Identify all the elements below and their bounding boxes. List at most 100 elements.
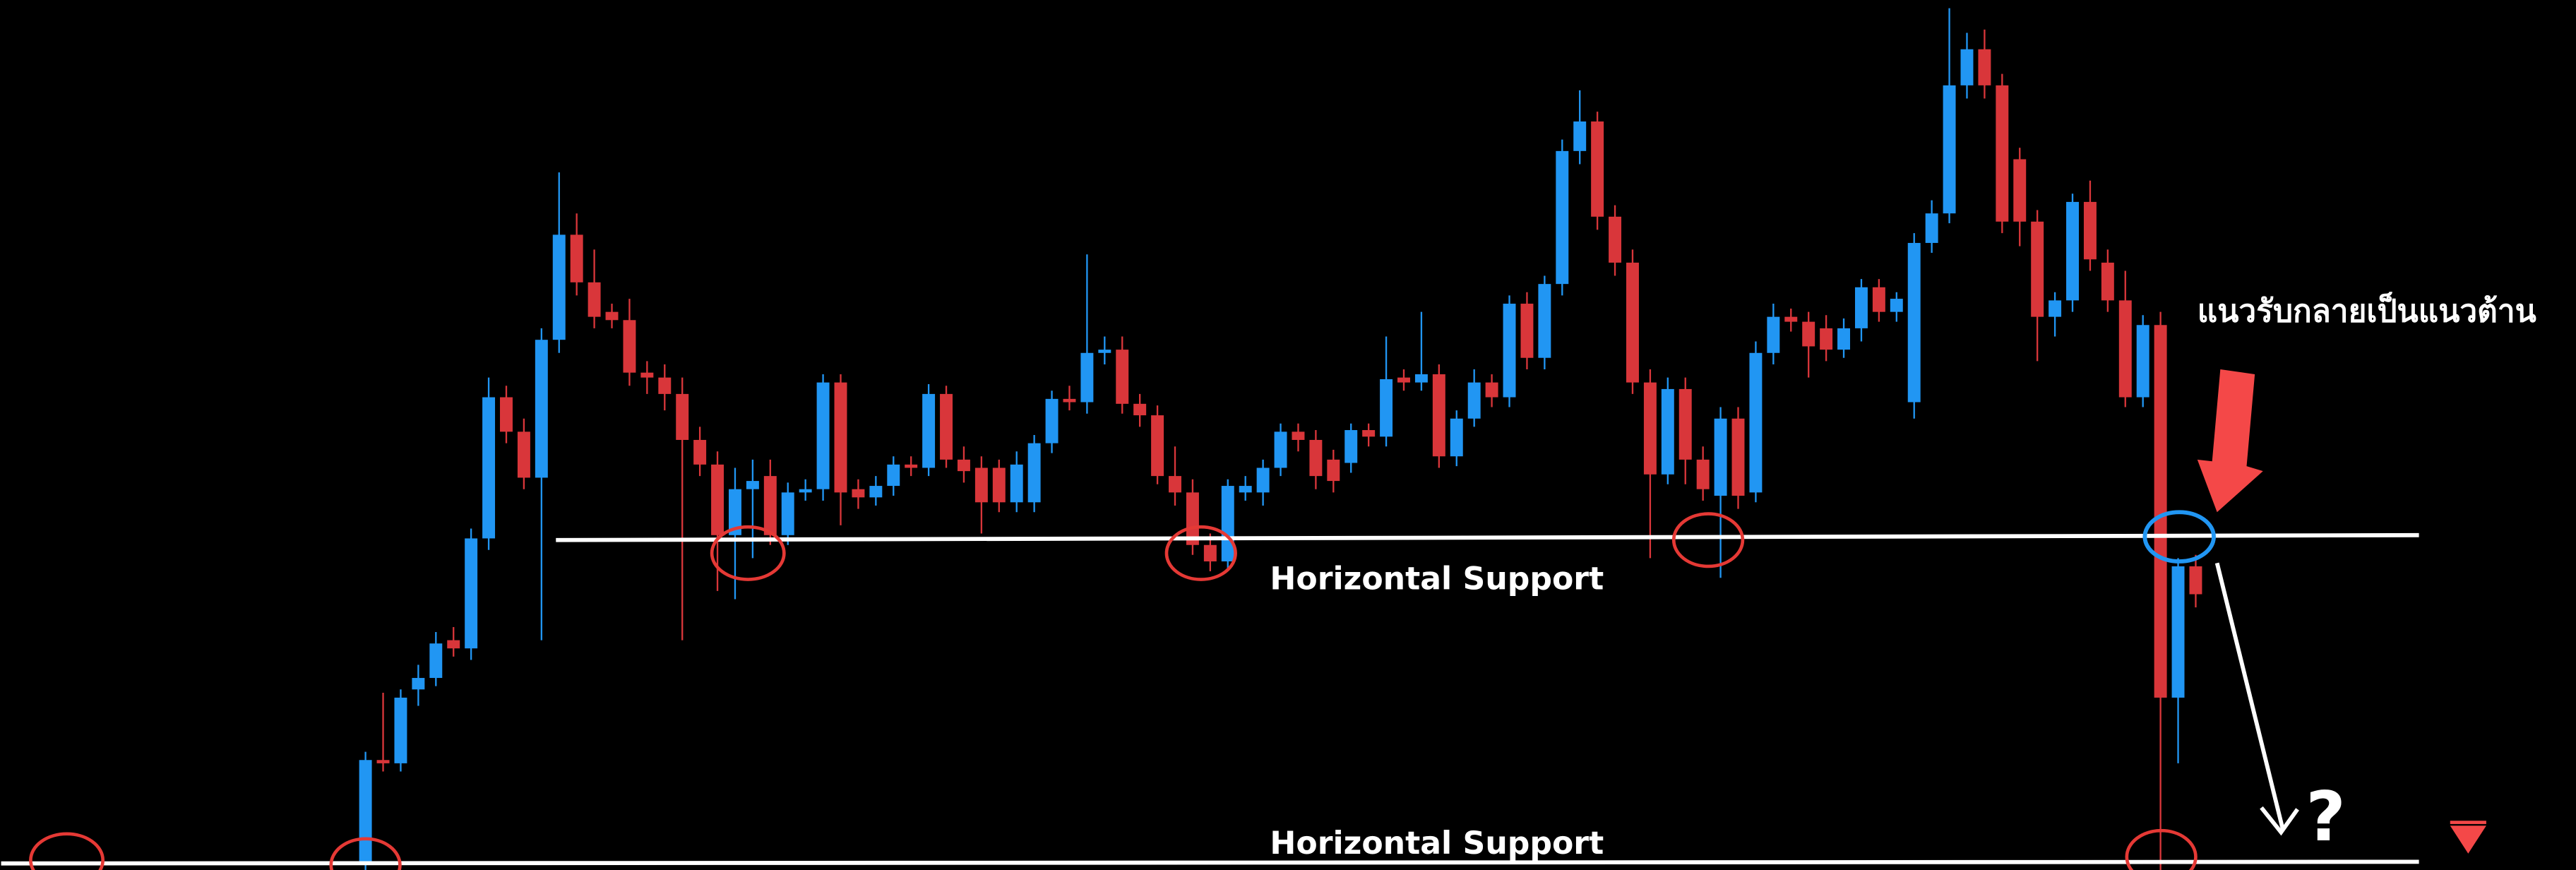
candle-body: [640, 372, 654, 378]
candle-body: [852, 489, 865, 498]
annotation-question: ?: [2306, 777, 2346, 857]
candle-body: [1907, 243, 1921, 403]
touch-circle: [329, 837, 402, 870]
touch-circle: [1164, 525, 1237, 581]
red-arrow: [2197, 369, 2263, 513]
candle-body: [2189, 566, 2202, 595]
candle-body: [1661, 388, 1674, 475]
candle-body: [359, 760, 372, 862]
candle-body: [1573, 121, 1587, 151]
candle-body: [2013, 159, 2027, 222]
candle-body: [1256, 467, 1270, 493]
candle-body: [1767, 316, 1780, 353]
candle-body: [1362, 430, 1376, 437]
annotation-support: Horizontal Support: [1270, 561, 1604, 597]
candle-body: [1292, 431, 1305, 440]
candle-body: [1538, 284, 1551, 358]
candle-body: [816, 382, 830, 489]
candle-body: [1802, 321, 1815, 347]
support-line: [1, 859, 2419, 866]
candle-body: [1467, 382, 1481, 419]
candle-body: [781, 492, 794, 535]
down-arrow: [2214, 562, 2285, 830]
candle-body: [1749, 352, 1763, 493]
support-line: [556, 532, 2419, 542]
candle-body: [2118, 300, 2132, 398]
candle-body: [465, 538, 478, 649]
annotation-thai: แนวรับกลายเป็นแนวต้าน: [2198, 292, 2536, 330]
candle-body: [992, 467, 1006, 503]
candle-body: [1960, 49, 1974, 85]
candle-body: [1820, 328, 1833, 350]
candle-body: [605, 311, 619, 321]
candle-body: [1221, 486, 1234, 561]
candle-body: [394, 697, 407, 763]
touch-circle: [1671, 512, 1745, 568]
candle-body: [1503, 304, 1516, 398]
candle-body: [1626, 262, 1639, 383]
candle-body: [1996, 85, 2009, 222]
candle-body: [1380, 379, 1393, 437]
candle-body: [1169, 476, 1181, 493]
candle-body: [552, 234, 566, 340]
candle-body: [887, 464, 900, 487]
retest-circle: [2142, 510, 2216, 564]
candle-body: [1027, 443, 1041, 503]
marker-triangle: [2450, 826, 2486, 854]
candle-body: [658, 377, 672, 394]
candle-body: [1063, 398, 1076, 403]
candle-body: [1556, 150, 1569, 285]
candle-body: [1520, 304, 1534, 358]
candle-body: [1925, 213, 1938, 244]
candle-body: [1609, 216, 1622, 263]
candle-body: [2031, 221, 2044, 317]
candle-body: [1186, 492, 1199, 545]
candle-body: [693, 439, 707, 465]
candle-body: [570, 234, 583, 282]
candle-body: [922, 393, 936, 468]
touch-circle: [710, 525, 786, 581]
candle-body: [1872, 287, 1885, 312]
candle-body: [517, 431, 530, 478]
candle-body: [1784, 316, 1798, 322]
candle-body: [623, 320, 636, 373]
candle-body: [1010, 464, 1023, 503]
down-arrow-head: [2260, 806, 2299, 836]
candle-body: [2154, 325, 2167, 698]
candle-body: [1890, 299, 1903, 312]
candle-body: [2066, 201, 2079, 301]
candle-body: [711, 464, 724, 535]
candle-body: [1098, 350, 1111, 353]
candle-body: [1327, 459, 1340, 482]
candle-body: [1432, 374, 1445, 457]
candle-body: [676, 393, 689, 440]
candle-body: [2136, 325, 2149, 398]
candle-body: [1714, 418, 1727, 496]
candle-body: [429, 643, 443, 679]
candle-body: [728, 489, 741, 535]
candle-body: [1045, 398, 1059, 443]
candle-body: [1837, 328, 1851, 350]
candle-body: [1344, 430, 1358, 463]
candle-body: [1450, 418, 1463, 457]
candle-body: [535, 340, 548, 478]
candle-body: [412, 678, 425, 690]
candle-body: [1309, 439, 1323, 477]
candle-body: [1678, 388, 1692, 460]
candles: [359, 8, 2202, 870]
candle-body: [1414, 374, 1428, 383]
touch-circle: [29, 832, 105, 870]
candle-body: [1485, 382, 1498, 398]
candle-body: [940, 393, 953, 460]
candle-body: [957, 459, 970, 472]
candle-body: [588, 282, 601, 317]
candle-body: [1239, 486, 1252, 493]
candle-body: [1643, 382, 1657, 475]
candle-body: [746, 481, 759, 489]
marker-bar: [2450, 821, 2486, 824]
candle-body: [1943, 85, 1956, 214]
candle-body: [869, 486, 883, 498]
candle-body: [799, 489, 812, 493]
